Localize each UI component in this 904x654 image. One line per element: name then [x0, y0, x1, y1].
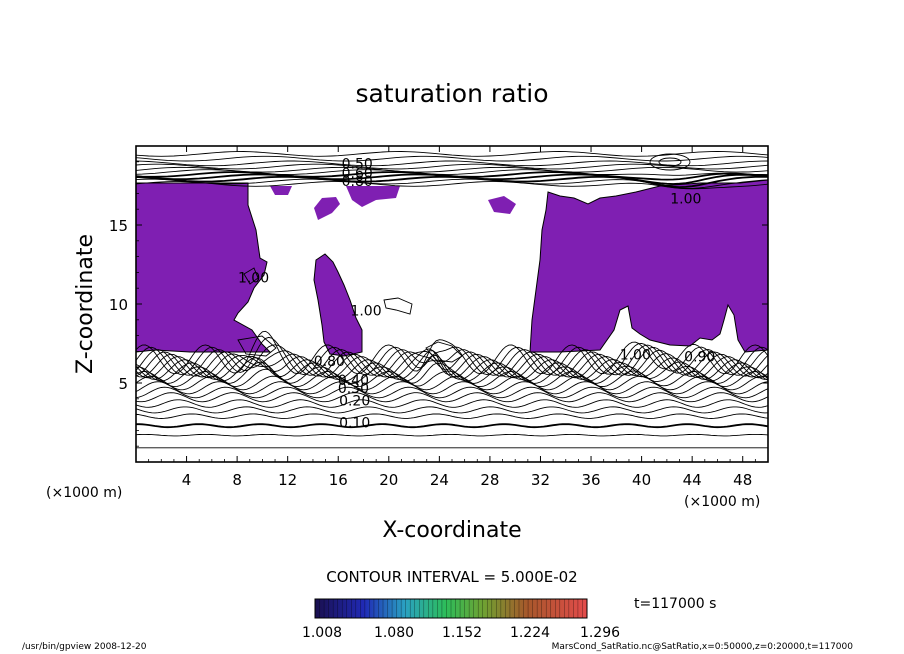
contour-label: 0.10: [339, 416, 370, 432]
footer-right: MarsCond_SatRatio.nc@SatRatio,x=0:50000,…: [552, 642, 854, 652]
contour-features: [237, 153, 691, 363]
contour-label: 0.60: [342, 166, 373, 182]
contour-blob-b: [425, 341, 463, 363]
x-axis-label: X-coordinate: [382, 518, 521, 543]
contour-line-upper: [136, 166, 768, 173]
colorbar-ticks: 1.008 1.080 1.152 1.224 1.296: [302, 625, 620, 641]
contour-label: 0.80: [314, 354, 345, 370]
x-axis: 4 8 12 16 20 24 28 32 36 40 44 48: [148, 146, 756, 489]
y-axis: 5 10 15: [109, 161, 768, 447]
fill-region-right: [530, 180, 768, 352]
contour-line-lower: [136, 349, 768, 378]
contour-line-upper: [136, 155, 768, 162]
contour-label: 0.90: [684, 349, 715, 365]
colorbar-stripes: [319, 599, 583, 618]
colorbar-tick-label: 1.224: [510, 625, 550, 641]
footer-left: /usr/bin/gpview 2008-12-20: [22, 642, 147, 652]
y-axis-label: Z-coordinate: [73, 234, 98, 374]
fill-blob-top-3: [346, 186, 400, 207]
contour-line-lower: [136, 348, 768, 379]
x-tick-label: 24: [430, 471, 449, 489]
fill-region-center: [314, 254, 362, 356]
contour-label: 0.80: [342, 174, 373, 190]
colorbar-tick-label: 1.152: [442, 625, 482, 641]
x-tick-label: 8: [232, 471, 242, 489]
contour-line-lower: [136, 406, 768, 414]
contour-line-lower: [136, 346, 768, 377]
contour-label: 1.00: [620, 348, 651, 364]
colorbar-tick-label: 1.296: [580, 625, 620, 641]
contour-label: 0.30: [338, 381, 369, 397]
contour-line-unity: [529, 179, 768, 353]
x-tick-label: 40: [632, 471, 651, 489]
colorbar-tick-label: 1.008: [302, 625, 342, 641]
x-unit-label-left: (×1000 m): [46, 485, 122, 501]
contour-line-lower: [136, 336, 768, 375]
x-tick-label: 4: [182, 471, 192, 489]
contour-blob-a: [383, 297, 413, 315]
contour-line-lower: [136, 423, 768, 429]
contour-line-lower: [136, 361, 768, 384]
contour-line-unity: [313, 253, 363, 357]
contour-blob-c: [243, 267, 259, 285]
fill-blob-top-1: [314, 197, 340, 220]
x-tick-label: 48: [733, 471, 752, 489]
fill-blob-top-2: [270, 186, 292, 195]
contour-label: 0.20: [339, 394, 370, 410]
x-unit-label-right: (×1000 m): [684, 494, 760, 510]
contour-line-lower: [136, 350, 768, 380]
contour-line-lower: [136, 354, 768, 382]
contour-ellipse-top-inner: [658, 157, 682, 167]
contour-lines: [136, 151, 768, 449]
contour-line-upper: [136, 163, 768, 170]
contour-line-lower: [136, 433, 768, 437]
x-tick-label: 20: [379, 471, 398, 489]
y-tick-label: 10: [109, 296, 128, 314]
x-tick-label: 36: [581, 471, 600, 489]
y-tick-label: 15: [109, 217, 128, 235]
fill-blob-top-4: [488, 196, 516, 214]
contour-line-unity: [136, 182, 272, 353]
contour-label: 0.50: [342, 157, 373, 173]
x-tick-label: 32: [531, 471, 550, 489]
contour-ellipse-top: [649, 153, 691, 171]
contour-label: 1.00: [670, 191, 701, 207]
contour-blob-d: [237, 335, 277, 357]
contour-line-lower: [136, 386, 768, 399]
contour-line-upper: [136, 151, 768, 157]
contour-line-lower: [136, 392, 768, 403]
contour-label: 0.40: [338, 373, 369, 389]
supersaturation-fill: [136, 180, 768, 356]
contour-interval: CONTOUR INTERVAL = 5.000E-02: [326, 568, 577, 586]
contour-line-lower: [136, 399, 768, 408]
x-tick-label: 44: [683, 471, 702, 489]
contour-label: 1.00: [350, 303, 381, 319]
contour-label: 1.00: [238, 270, 269, 286]
x-tick-label: 28: [480, 471, 499, 489]
contour-line-lower: [136, 413, 768, 419]
contour-label-layer: 0.500.600.801.001.001.001.00 0.900.800.40…: [238, 157, 715, 432]
time-label: t=117000 s: [634, 596, 716, 612]
contour-line-lower: [136, 330, 768, 375]
contour-line-upper: [136, 171, 768, 181]
x-tick-label: 12: [278, 471, 297, 489]
x-tick-label: 16: [329, 471, 348, 489]
chart-title: saturation ratio: [355, 79, 548, 108]
fill-region-left: [136, 183, 270, 352]
y-tick-label: 5: [118, 375, 128, 393]
colorbar-tick-label: 1.080: [374, 625, 414, 641]
